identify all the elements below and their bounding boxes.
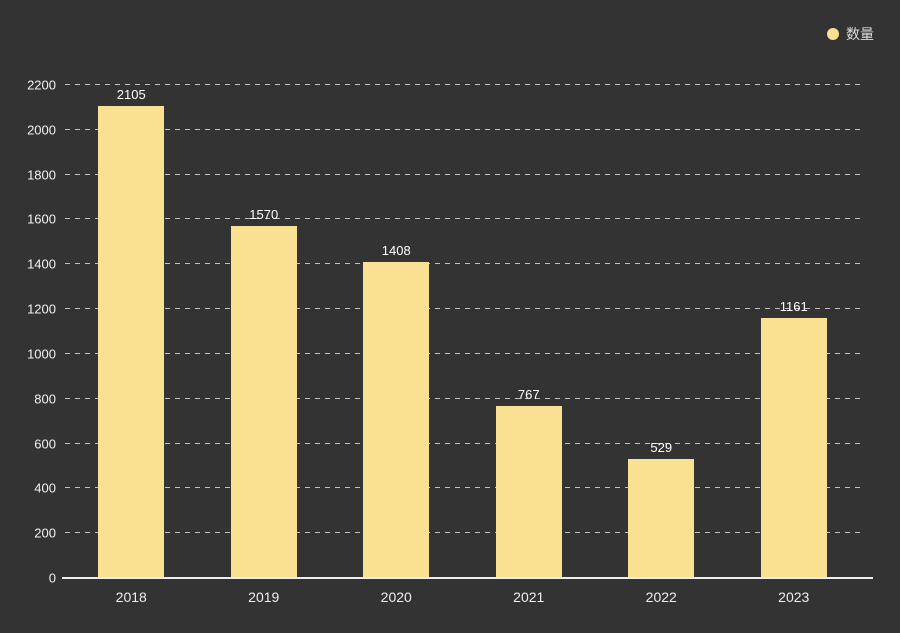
x-axis-label: 2018	[115, 589, 147, 605]
bar-2022[interactable]	[628, 459, 695, 578]
y-axis-label: 1800	[27, 167, 56, 183]
bar-value-label: 529	[650, 440, 673, 456]
bar-value-label: 767	[517, 387, 540, 403]
bar-2018[interactable]	[98, 106, 165, 578]
x-axis-line	[62, 577, 873, 579]
y-axis-label: 400	[34, 480, 56, 496]
legend-marker-icon	[827, 28, 839, 40]
gridline	[65, 263, 860, 265]
bar-group: 767	[463, 85, 596, 578]
legend[interactable]: 数量	[827, 24, 874, 44]
x-axis-label: 2019	[248, 589, 280, 605]
x-axis: 2018 2019 2020 2021 2022 2023	[65, 589, 860, 605]
y-axis-label: 2000	[27, 122, 56, 138]
x-axis-label: 2021	[513, 589, 545, 605]
plot-area: 2105 1570 1408 767 529 1161	[62, 84, 873, 579]
gridline	[65, 84, 860, 85]
bars-container: 2105 1570 1408 767 529 1161	[65, 85, 860, 578]
bar-2023[interactable]	[760, 317, 827, 578]
gridline	[65, 308, 860, 310]
bar-2019[interactable]	[230, 226, 297, 578]
gridline	[65, 487, 860, 489]
bar-group: 1408	[330, 85, 463, 578]
gridline	[65, 128, 860, 130]
y-axis-label: 1200	[27, 301, 56, 317]
bar-value-label: 1570	[249, 207, 279, 223]
bar-2020[interactable]	[363, 262, 430, 578]
y-axis-label: 0	[48, 570, 56, 586]
y-axis-label: 600	[34, 436, 56, 452]
y-axis-label: 1600	[27, 211, 56, 227]
gridline	[65, 218, 860, 220]
bar-value-label: 1408	[381, 243, 411, 259]
legend-label: 数量	[846, 26, 874, 42]
y-axis-label: 800	[34, 391, 56, 407]
bar-2021[interactable]	[495, 406, 562, 578]
gridline	[65, 397, 860, 399]
bar-group: 529	[595, 85, 728, 578]
y-axis-label: 1000	[27, 346, 56, 362]
bar-value-label: 2105	[116, 87, 146, 103]
y-axis-label: 1400	[27, 256, 56, 272]
bar-group: 2105	[65, 85, 198, 578]
gridline	[65, 352, 860, 354]
y-axis-label: 200	[34, 525, 56, 541]
bar-group: 1161	[728, 85, 861, 578]
x-axis-label: 2020	[380, 589, 412, 605]
y-axis-label: 2200	[27, 77, 56, 93]
gridline	[65, 532, 860, 534]
bar-group: 1570	[198, 85, 331, 578]
gridline	[65, 442, 860, 444]
y-axis: 0 200 400 600 800 1000 1200 1400 1600 1800 2000 220…	[0, 79, 56, 585]
x-axis-label: 2022	[645, 589, 677, 605]
gridline	[65, 173, 860, 175]
bar-value-label: 1161	[779, 298, 808, 314]
x-axis-label: 2023	[778, 589, 810, 605]
